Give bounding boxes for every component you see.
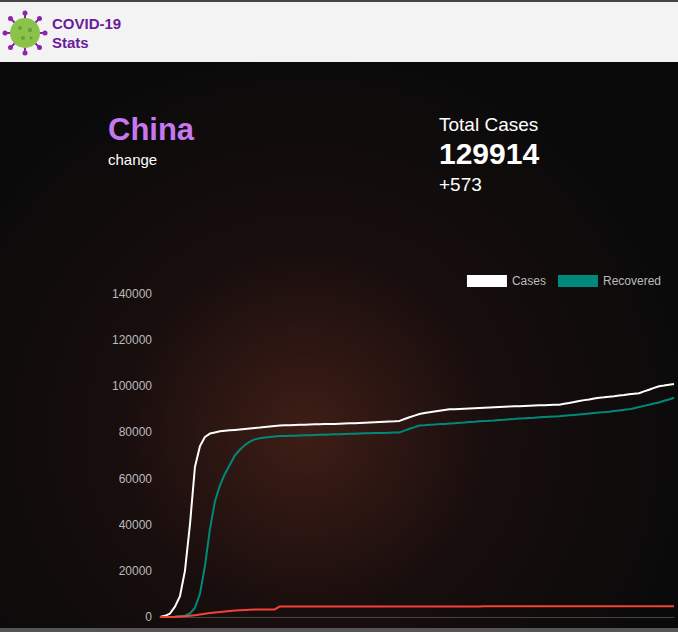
html-text:129914: 129914: [439, 137, 540, 170]
html-text:Stats: Stats: [52, 34, 89, 51]
svg-text:120000: 120000: [112, 333, 152, 347]
svg-text:60000: 60000: [119, 472, 153, 486]
html-text:+573: +573: [439, 174, 482, 195]
html-text:COVID-19: COVID-19: [52, 15, 122, 32]
svg-text:20000: 20000: [119, 564, 153, 578]
svg-text:0: 0: [145, 610, 152, 624]
svg-text:100000: 100000: [112, 379, 152, 393]
svg-text:Cases: Cases: [512, 274, 546, 288]
svg-text:40000: 40000: [119, 518, 153, 532]
svg-text:80000: 80000: [119, 425, 153, 439]
html-text:Total Cases: Total Cases: [439, 114, 539, 135]
html-text:change: change: [108, 151, 158, 168]
svg-text:Recovered: Recovered: [603, 274, 661, 288]
svg-text:140000: 140000: [112, 287, 152, 301]
html-text:China: China: [108, 112, 195, 147]
